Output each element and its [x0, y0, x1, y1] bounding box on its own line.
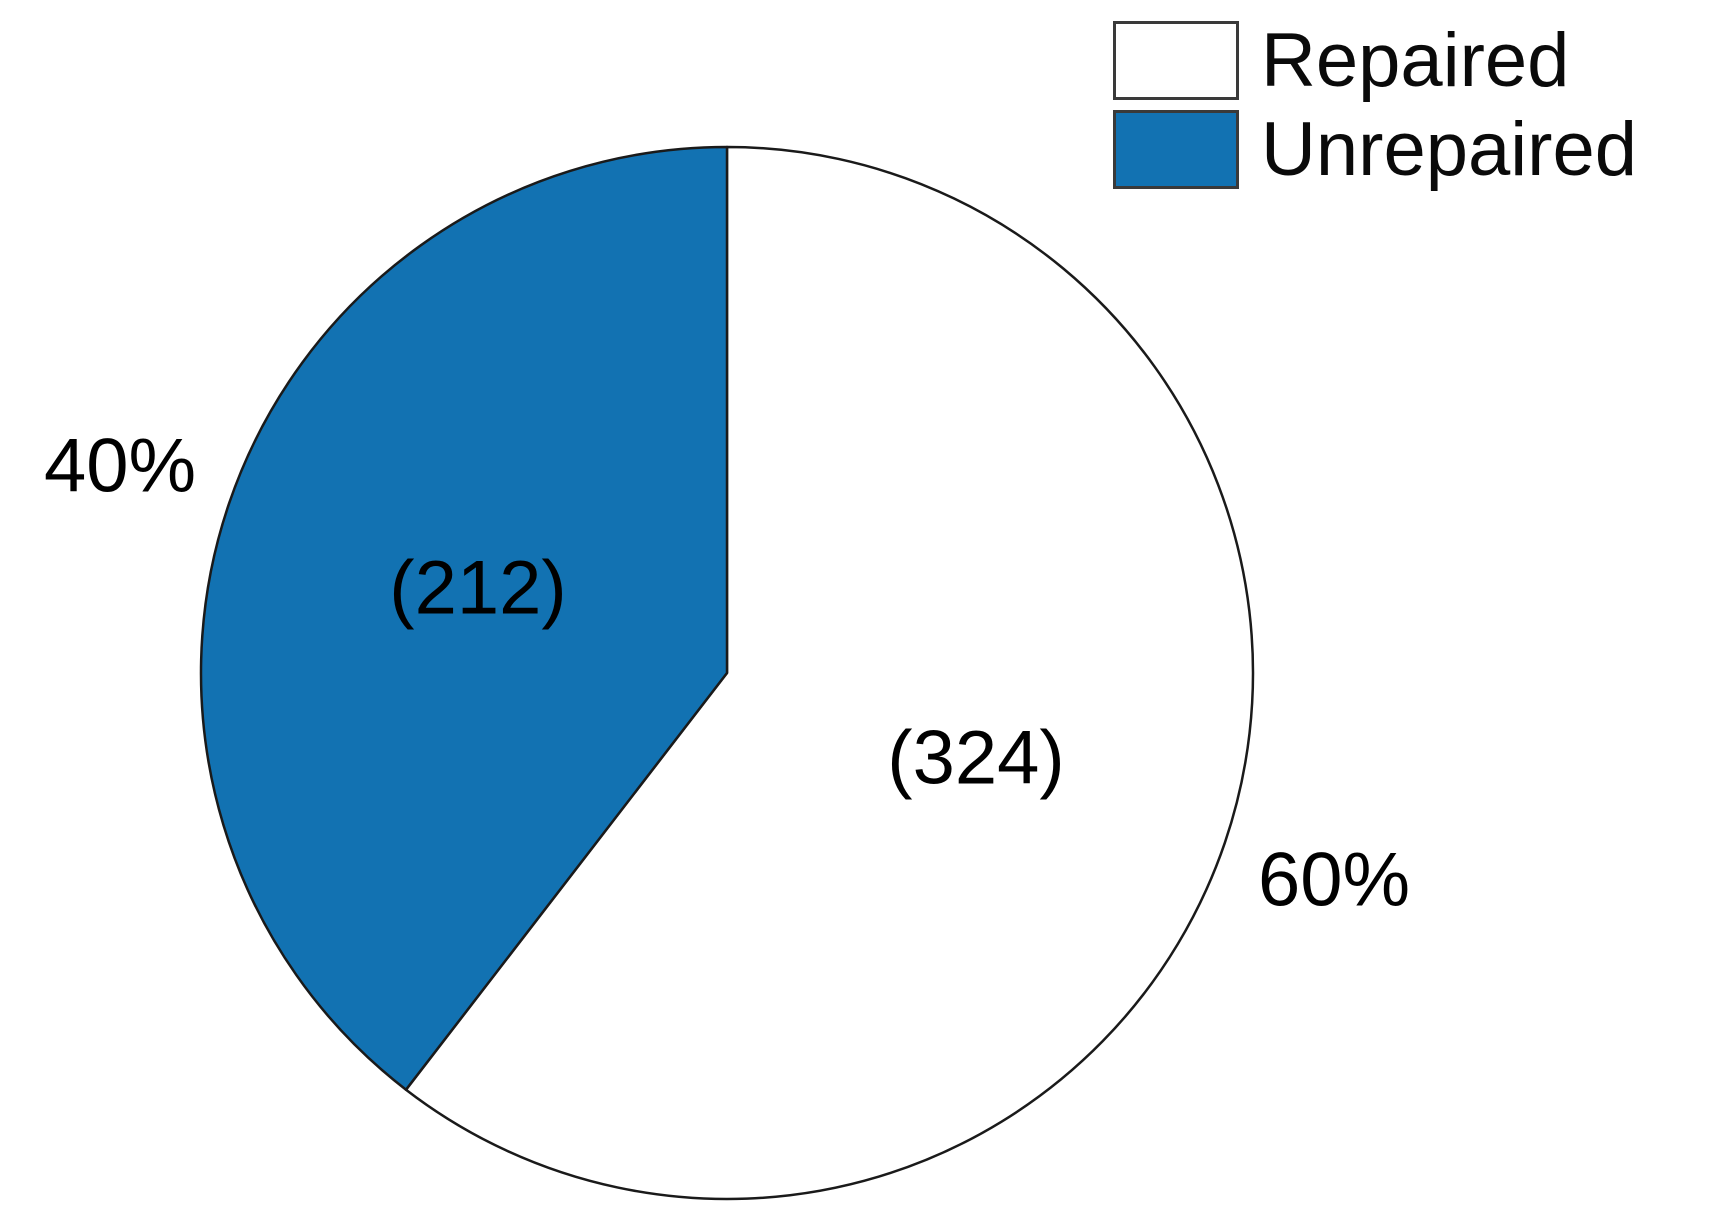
- percent-label-repaired: 60%: [1258, 838, 1410, 923]
- legend: Repaired Unrepaired: [1113, 21, 1637, 189]
- pie-slice-repaired: [404, 145, 1255, 1201]
- legend-swatch-repaired: [1113, 21, 1239, 100]
- legend-swatch-unrepaired: [1113, 110, 1239, 189]
- legend-label-unrepaired: Unrepaired: [1261, 106, 1637, 192]
- count-label-repaired: (324): [887, 716, 1064, 801]
- legend-item-repaired: Repaired: [1113, 21, 1637, 100]
- legend-label-repaired: Repaired: [1261, 17, 1570, 103]
- legend-item-unrepaired: Unrepaired: [1113, 110, 1637, 189]
- pie-slice-unrepaired: [199, 145, 729, 1091]
- count-label-unrepaired: (212): [389, 546, 566, 631]
- percent-label-unrepaired: 40%: [44, 424, 196, 509]
